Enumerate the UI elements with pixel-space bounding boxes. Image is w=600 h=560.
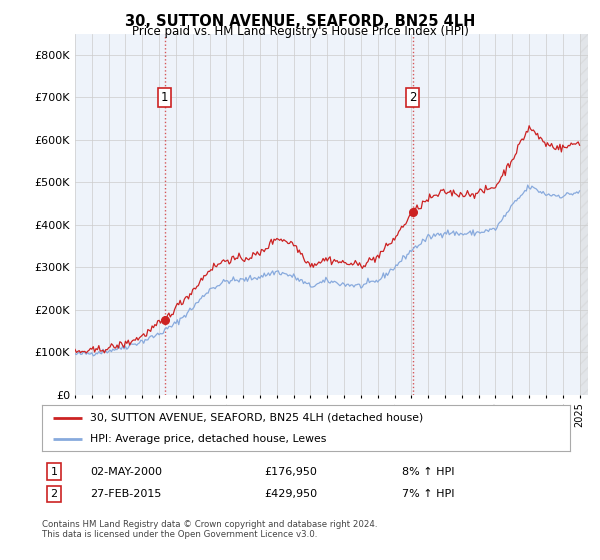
Text: 2: 2 bbox=[409, 91, 416, 104]
Text: Price paid vs. HM Land Registry's House Price Index (HPI): Price paid vs. HM Land Registry's House … bbox=[131, 25, 469, 38]
Text: 1: 1 bbox=[50, 466, 58, 477]
Text: 30, SUTTON AVENUE, SEAFORD, BN25 4LH (detached house): 30, SUTTON AVENUE, SEAFORD, BN25 4LH (de… bbox=[89, 413, 423, 423]
Text: 02-MAY-2000: 02-MAY-2000 bbox=[90, 466, 162, 477]
Text: £176,950: £176,950 bbox=[264, 466, 317, 477]
Text: 30, SUTTON AVENUE, SEAFORD, BN25 4LH: 30, SUTTON AVENUE, SEAFORD, BN25 4LH bbox=[125, 14, 475, 29]
Text: 1: 1 bbox=[161, 91, 169, 104]
Bar bbox=[580, 34, 588, 395]
Text: Contains HM Land Registry data © Crown copyright and database right 2024.
This d: Contains HM Land Registry data © Crown c… bbox=[42, 520, 377, 539]
Text: HPI: Average price, detached house, Lewes: HPI: Average price, detached house, Lewe… bbox=[89, 434, 326, 444]
Text: £429,950: £429,950 bbox=[264, 489, 317, 499]
Text: 27-FEB-2015: 27-FEB-2015 bbox=[90, 489, 161, 499]
Text: 2: 2 bbox=[50, 489, 58, 499]
Text: 7% ↑ HPI: 7% ↑ HPI bbox=[402, 489, 455, 499]
Text: 8% ↑ HPI: 8% ↑ HPI bbox=[402, 466, 455, 477]
